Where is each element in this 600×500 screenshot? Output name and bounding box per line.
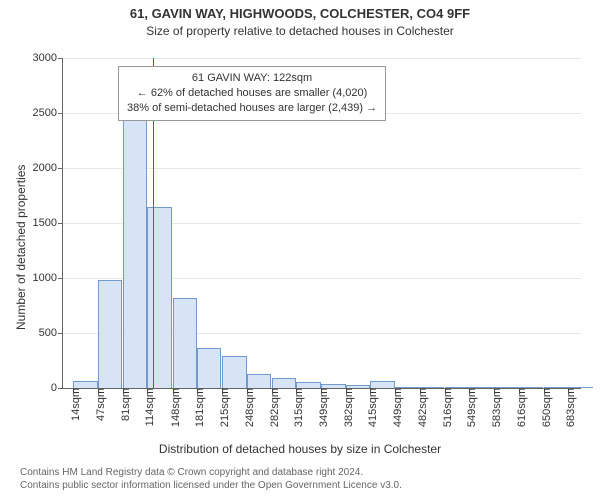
annotation-line: ← 62% of detached houses are smaller (4,… xyxy=(127,86,377,101)
xtick-label: 14sqm xyxy=(64,388,82,421)
xtick-label: 181sqm xyxy=(188,388,206,427)
footer-attribution: Contains HM Land Registry data © Crown c… xyxy=(20,466,402,492)
footer-line-2: Contains public sector information licen… xyxy=(20,480,402,491)
xtick-label: 148sqm xyxy=(164,388,182,427)
ytick-label: 3000 xyxy=(33,52,63,64)
xtick-label: 81sqm xyxy=(114,388,132,421)
xtick-label: 215sqm xyxy=(213,388,231,427)
footer-line-1: Contains HM Land Registry data © Crown c… xyxy=(20,467,363,478)
xtick-label: 583sqm xyxy=(485,388,503,427)
histogram-bar xyxy=(197,348,221,388)
plot-area: 05001000150020002500300014sqm47sqm81sqm1… xyxy=(62,58,581,389)
histogram-bar xyxy=(123,120,147,388)
ytick-label: 1500 xyxy=(33,217,63,229)
ytick-label: 0 xyxy=(51,382,63,394)
histogram-bar xyxy=(370,381,394,388)
annotation-line: 38% of semi-detached houses are larger (… xyxy=(127,101,377,116)
xtick-label: 516sqm xyxy=(436,388,454,427)
histogram-bar xyxy=(222,356,246,388)
xtick-label: 248sqm xyxy=(238,388,256,427)
ytick-label: 1000 xyxy=(33,272,63,284)
xtick-label: 683sqm xyxy=(559,388,577,427)
gridline-h xyxy=(63,58,581,59)
x-axis-label: Distribution of detached houses by size … xyxy=(0,442,600,456)
xtick-label: 415sqm xyxy=(361,388,379,427)
histogram-bar xyxy=(147,207,171,389)
chart-container: { "chart": { "type": "histogram", "title… xyxy=(0,0,600,500)
chart-title: 61, GAVIN WAY, HIGHWOODS, COLCHESTER, CO… xyxy=(0,6,600,21)
xtick-label: 549sqm xyxy=(460,388,478,427)
ytick-label: 500 xyxy=(39,327,63,339)
annotation-box: 61 GAVIN WAY: 122sqm← 62% of detached ho… xyxy=(118,66,386,121)
histogram-bar xyxy=(272,378,296,388)
ytick-label: 2000 xyxy=(33,162,63,174)
histogram-bar xyxy=(98,280,122,388)
xtick-label: 616sqm xyxy=(510,388,528,427)
xtick-label: 650sqm xyxy=(535,388,553,427)
chart-subtitle: Size of property relative to detached ho… xyxy=(0,24,600,38)
xtick-label: 114sqm xyxy=(138,388,156,426)
xtick-label: 449sqm xyxy=(386,388,404,427)
ytick-label: 2500 xyxy=(33,107,63,119)
histogram-bar xyxy=(73,381,97,388)
xtick-label: 349sqm xyxy=(312,388,330,427)
xtick-label: 47sqm xyxy=(89,388,107,421)
xtick-label: 315sqm xyxy=(287,388,305,427)
annotation-line: 61 GAVIN WAY: 122sqm xyxy=(127,71,377,86)
histogram-bar xyxy=(247,374,271,388)
xtick-label: 482sqm xyxy=(411,388,429,427)
y-axis-label: Number of detached properties xyxy=(14,165,28,330)
xtick-label: 382sqm xyxy=(337,388,355,427)
xtick-label: 282sqm xyxy=(263,388,281,427)
histogram-bar xyxy=(173,298,197,388)
